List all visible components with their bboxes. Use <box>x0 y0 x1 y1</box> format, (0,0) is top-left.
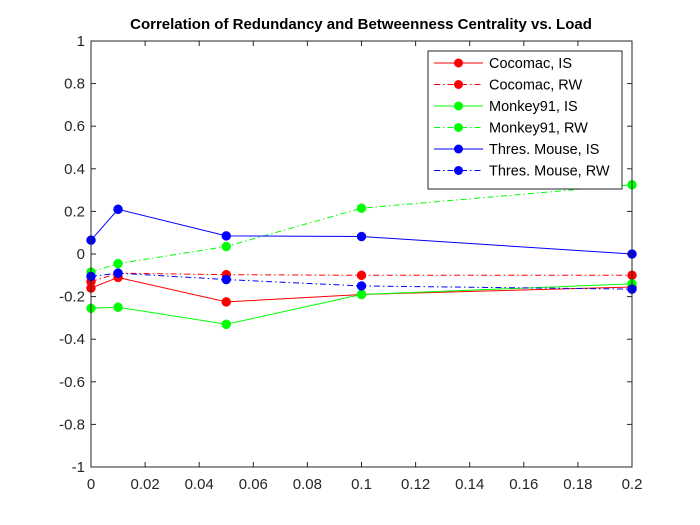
data-point <box>356 270 367 281</box>
x-tick-label: 0.14 <box>455 476 484 493</box>
data-point <box>113 204 123 215</box>
legend-entry-4: Thres. Mouse, IS <box>434 142 599 158</box>
legend-label: Monkey91, IS <box>489 99 578 115</box>
data-point <box>221 274 231 285</box>
data-point <box>221 297 231 307</box>
x-tick-label: 0.18 <box>563 476 592 493</box>
x-tick-label: 0.16 <box>509 476 538 493</box>
legend-label: Cocomac, IS <box>489 56 572 72</box>
y-tick-label: 0.4 <box>64 161 85 178</box>
x-tick-label: 0.12 <box>401 476 430 493</box>
y-tick-label: -0.2 <box>59 289 85 306</box>
y-tick-label: -0.8 <box>59 416 85 433</box>
series-5 <box>86 268 637 294</box>
data-point <box>356 289 367 300</box>
legend-entry-0: Cocomac, IS <box>434 56 572 72</box>
chart-title: Correlation of Redundancy and Betweennes… <box>130 16 592 33</box>
legend-label: Thres. Mouse, RW <box>489 164 610 180</box>
data-point <box>113 302 123 312</box>
data-point <box>113 268 123 278</box>
legend-marker <box>454 166 463 175</box>
y-tick-label: 1 <box>77 33 85 50</box>
data-point <box>113 258 123 269</box>
legend-marker <box>454 58 463 68</box>
y-tick-label: -0.6 <box>59 374 85 391</box>
legend: Cocomac, IS Cocomac, RW Monkey91, IS Monkey… <box>427 50 623 190</box>
legend-label: Thres. Mouse, IS <box>489 142 599 158</box>
legend-entry-5: Thres. Mouse, RW <box>434 164 610 180</box>
legend-entry-2: Monkey91, IS <box>434 99 578 115</box>
y-tick-label: 0.6 <box>64 118 85 135</box>
legend-entry-1: Cocomac, RW <box>434 78 583 94</box>
y-tick-label: 0 <box>77 246 85 263</box>
series-4 <box>86 204 637 259</box>
y-tick-label: -1 <box>72 459 85 476</box>
y-tick-label: -0.4 <box>59 331 85 348</box>
x-tick-label: 0.06 <box>239 476 268 493</box>
legend-marker <box>454 123 463 132</box>
data-point <box>221 319 231 330</box>
legend-entry-3: Monkey91, RW <box>434 121 588 137</box>
data-point <box>221 241 231 252</box>
x-tick-label: 0.08 <box>293 476 322 493</box>
x-tick-label: 0.04 <box>185 476 214 493</box>
y-tick-label: 0.2 <box>64 203 85 220</box>
data-point <box>221 231 231 241</box>
legend-box <box>427 50 623 190</box>
data-point <box>356 231 367 242</box>
legend-marker <box>454 101 463 111</box>
legend-marker <box>454 144 463 154</box>
legend-label: Cocomac, RW <box>489 78 583 94</box>
data-point <box>356 203 367 213</box>
y-tick-label: 0.8 <box>64 76 85 93</box>
x-axis: 0 0.02 0.04 0.06 0.08 0.1 0.12 0.14 0.16 0.18 0.2 <box>87 41 643 493</box>
data-point <box>356 281 367 291</box>
legend-marker <box>454 80 463 89</box>
x-tick-label: 0 <box>87 476 95 493</box>
x-tick-label: 0.1 <box>351 476 372 493</box>
y-axis: -1 -0.8 -0.6 -0.4 -0.2 0 0.2 0.4 0.6 0.8 1 <box>59 33 632 476</box>
legend-label: Monkey91, RW <box>489 121 588 137</box>
x-tick-label: 0.02 <box>130 476 159 493</box>
x-tick-label: 0.2 <box>622 476 643 493</box>
